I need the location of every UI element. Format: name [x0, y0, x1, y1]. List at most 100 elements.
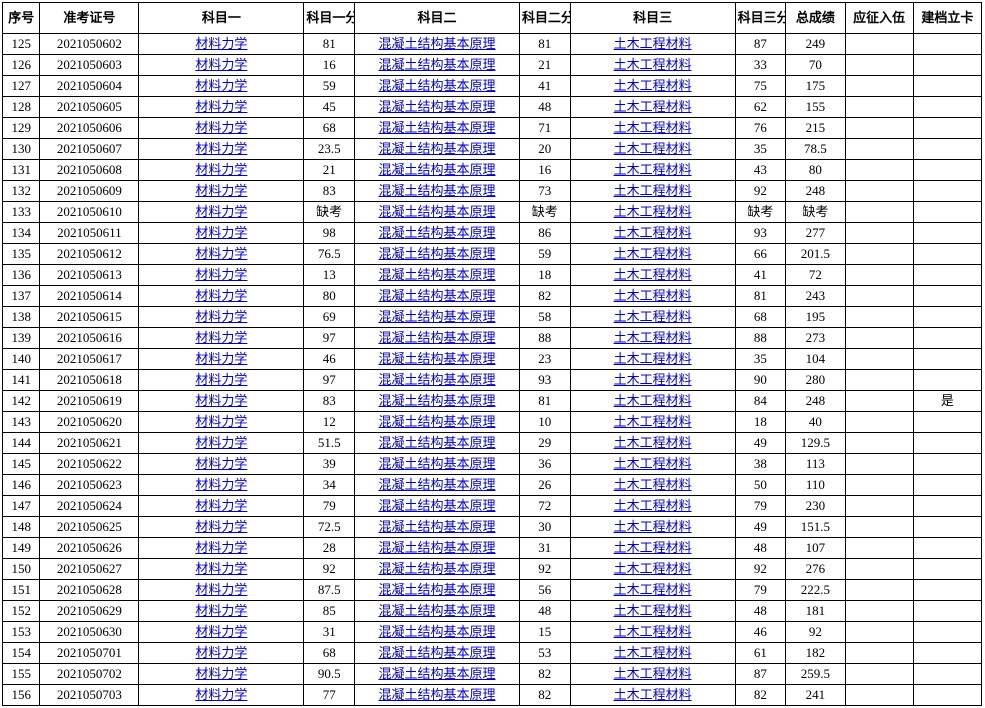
cell-subject3[interactable]: 土木工程材料: [570, 475, 735, 496]
cell-subject1[interactable]: 材料力学: [139, 34, 304, 55]
cell-subject3[interactable]: 土木工程材料: [570, 685, 735, 706]
cell-subject1[interactable]: 材料力学: [139, 370, 304, 391]
cell-subject2[interactable]: 混凝土结构基本原理: [354, 559, 519, 580]
cell-subject3[interactable]: 土木工程材料: [570, 664, 735, 685]
cell-subject2[interactable]: 混凝土结构基本原理: [354, 454, 519, 475]
cell-subject1[interactable]: 材料力学: [139, 97, 304, 118]
cell-subject3[interactable]: 土木工程材料: [570, 580, 735, 601]
cell-subject1[interactable]: 材料力学: [139, 265, 304, 286]
cell-subject3[interactable]: 土木工程材料: [570, 622, 735, 643]
cell-subject3[interactable]: 土木工程材料: [570, 265, 735, 286]
cell-subject3[interactable]: 土木工程材料: [570, 433, 735, 454]
cell-subject2[interactable]: 混凝土结构基本原理: [354, 328, 519, 349]
cell-subject1[interactable]: 材料力学: [139, 643, 304, 664]
table-row: 1442021050621材料力学51.5混凝土结构基本原理29土木工程材料49…: [3, 433, 982, 454]
cell-subject2[interactable]: 混凝土结构基本原理: [354, 664, 519, 685]
cell-subject3-score: 49: [735, 433, 786, 454]
cell-subject1[interactable]: 材料力学: [139, 160, 304, 181]
cell-subject2[interactable]: 混凝土结构基本原理: [354, 622, 519, 643]
cell-subject3[interactable]: 土木工程材料: [570, 55, 735, 76]
cell-subject3[interactable]: 土木工程材料: [570, 202, 735, 223]
cell-subject2[interactable]: 混凝土结构基本原理: [354, 412, 519, 433]
cell-subject2[interactable]: 混凝土结构基本原理: [354, 181, 519, 202]
cell-subject1[interactable]: 材料力学: [139, 412, 304, 433]
cell-subject3[interactable]: 土木工程材料: [570, 160, 735, 181]
cell-subject2[interactable]: 混凝土结构基本原理: [354, 307, 519, 328]
cell-subject2[interactable]: 混凝土结构基本原理: [354, 349, 519, 370]
cell-subject1[interactable]: 材料力学: [139, 454, 304, 475]
cell-subject1[interactable]: 材料力学: [139, 55, 304, 76]
cell-subject3[interactable]: 土木工程材料: [570, 370, 735, 391]
cell-subject3[interactable]: 土木工程材料: [570, 223, 735, 244]
cell-subject1[interactable]: 材料力学: [139, 475, 304, 496]
cell-subject2[interactable]: 混凝土结构基本原理: [354, 265, 519, 286]
cell-subject1[interactable]: 材料力学: [139, 664, 304, 685]
cell-subject3[interactable]: 土木工程材料: [570, 118, 735, 139]
cell-subject2[interactable]: 混凝土结构基本原理: [354, 55, 519, 76]
cell-subject2[interactable]: 混凝土结构基本原理: [354, 244, 519, 265]
cell-total: 70: [786, 55, 845, 76]
cell-subject3[interactable]: 土木工程材料: [570, 307, 735, 328]
cell-subject1[interactable]: 材料力学: [139, 580, 304, 601]
cell-subject2[interactable]: 混凝土结构基本原理: [354, 286, 519, 307]
cell-subject2[interactable]: 混凝土结构基本原理: [354, 475, 519, 496]
cell-subject3[interactable]: 土木工程材料: [570, 601, 735, 622]
cell-subject1[interactable]: 材料力学: [139, 202, 304, 223]
cell-subject1[interactable]: 材料力学: [139, 76, 304, 97]
cell-subject1[interactable]: 材料力学: [139, 391, 304, 412]
cell-subject3[interactable]: 土木工程材料: [570, 97, 735, 118]
cell-subject2[interactable]: 混凝土结构基本原理: [354, 34, 519, 55]
cell-subject2[interactable]: 混凝土结构基本原理: [354, 139, 519, 160]
cell-subject3[interactable]: 土木工程材料: [570, 34, 735, 55]
cell-subject3[interactable]: 土木工程材料: [570, 328, 735, 349]
cell-subject2[interactable]: 混凝土结构基本原理: [354, 580, 519, 601]
cell-subject1[interactable]: 材料力学: [139, 244, 304, 265]
cell-subject1[interactable]: 材料力学: [139, 181, 304, 202]
cell-subject2[interactable]: 混凝土结构基本原理: [354, 496, 519, 517]
cell-subject3[interactable]: 土木工程材料: [570, 559, 735, 580]
cell-subject3[interactable]: 土木工程材料: [570, 286, 735, 307]
cell-subject2[interactable]: 混凝土结构基本原理: [354, 76, 519, 97]
cell-subject1[interactable]: 材料力学: [139, 559, 304, 580]
cell-subject2[interactable]: 混凝土结构基本原理: [354, 160, 519, 181]
cell-subject1[interactable]: 材料力学: [139, 307, 304, 328]
cell-subject3[interactable]: 土木工程材料: [570, 349, 735, 370]
cell-subject1[interactable]: 材料力学: [139, 601, 304, 622]
cell-subject1[interactable]: 材料力学: [139, 622, 304, 643]
cell-subject2[interactable]: 混凝土结构基本原理: [354, 391, 519, 412]
cell-subject1[interactable]: 材料力学: [139, 328, 304, 349]
cell-subject2[interactable]: 混凝土结构基本原理: [354, 370, 519, 391]
cell-subject1[interactable]: 材料力学: [139, 286, 304, 307]
cell-subject1[interactable]: 材料力学: [139, 538, 304, 559]
cell-subject1[interactable]: 材料力学: [139, 349, 304, 370]
cell-subject3[interactable]: 土木工程材料: [570, 538, 735, 559]
cell-subject2[interactable]: 混凝土结构基本原理: [354, 685, 519, 706]
cell-subject1[interactable]: 材料力学: [139, 139, 304, 160]
cell-subject1[interactable]: 材料力学: [139, 223, 304, 244]
cell-subject2[interactable]: 混凝土结构基本原理: [354, 643, 519, 664]
cell-subject1[interactable]: 材料力学: [139, 496, 304, 517]
cell-subject2[interactable]: 混凝土结构基本原理: [354, 202, 519, 223]
cell-subject3[interactable]: 土木工程材料: [570, 181, 735, 202]
cell-subject3[interactable]: 土木工程材料: [570, 517, 735, 538]
cell-subject1[interactable]: 材料力学: [139, 685, 304, 706]
cell-subject2[interactable]: 混凝土结构基本原理: [354, 433, 519, 454]
cell-subject3[interactable]: 土木工程材料: [570, 454, 735, 475]
cell-subject3[interactable]: 土木工程材料: [570, 139, 735, 160]
cell-subject2[interactable]: 混凝土结构基本原理: [354, 118, 519, 139]
cell-subject2[interactable]: 混凝土结构基本原理: [354, 538, 519, 559]
cell-subject1[interactable]: 材料力学: [139, 118, 304, 139]
cell-subject2[interactable]: 混凝土结构基本原理: [354, 223, 519, 244]
cell-subject3[interactable]: 土木工程材料: [570, 412, 735, 433]
cell-subject2[interactable]: 混凝土结构基本原理: [354, 97, 519, 118]
cell-subject1[interactable]: 材料力学: [139, 517, 304, 538]
cell-subject3[interactable]: 土木工程材料: [570, 76, 735, 97]
table-row: 1372021050614材料力学80混凝土结构基本原理82土木工程材料8124…: [3, 286, 982, 307]
cell-subject1[interactable]: 材料力学: [139, 433, 304, 454]
cell-subject2[interactable]: 混凝土结构基本原理: [354, 601, 519, 622]
cell-subject3[interactable]: 土木工程材料: [570, 244, 735, 265]
cell-subject3[interactable]: 土木工程材料: [570, 496, 735, 517]
cell-subject3[interactable]: 土木工程材料: [570, 643, 735, 664]
cell-subject3[interactable]: 土木工程材料: [570, 391, 735, 412]
cell-subject2[interactable]: 混凝土结构基本原理: [354, 517, 519, 538]
